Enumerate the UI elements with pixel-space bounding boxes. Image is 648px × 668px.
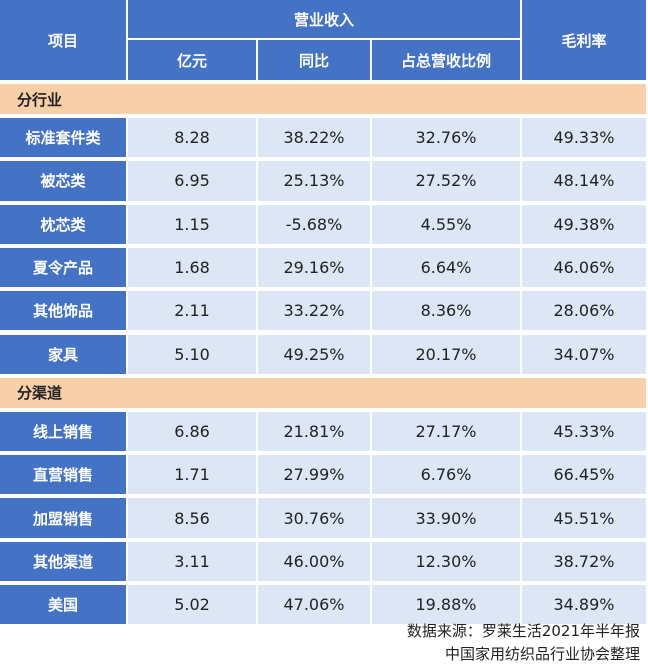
cell-yoy: 46.00% — [258, 541, 370, 581]
cell-revenue: 8.28 — [128, 118, 256, 158]
cell-yoy: 33.22% — [258, 291, 370, 331]
cell-margin: 49.38% — [522, 204, 646, 244]
cell-margin: 46.06% — [522, 247, 646, 288]
cell-share: 33.90% — [372, 498, 520, 538]
row-label: 线上销售 — [0, 411, 126, 452]
cell-yoy: 25.13% — [258, 161, 370, 201]
row-label: 其他饰品 — [0, 291, 126, 331]
cell-revenue: 6.86 — [128, 411, 256, 452]
cell-revenue: 1.68 — [128, 247, 256, 288]
cell-margin: 49.33% — [522, 118, 646, 158]
header-gross-margin: 毛利率 — [522, 0, 646, 80]
cell-yoy: 21.81% — [258, 411, 370, 452]
row-label: 其他渠道 — [0, 541, 126, 581]
cell-share: 4.55% — [372, 204, 520, 244]
cell-share: 6.64% — [372, 247, 520, 288]
cell-revenue: 1.71 — [128, 455, 256, 495]
row-label: 标准套件类 — [0, 118, 126, 158]
cell-margin: 48.14% — [522, 161, 646, 201]
cell-share: 12.30% — [372, 541, 520, 581]
cell-yoy: -5.68% — [258, 204, 370, 244]
cell-revenue: 5.02 — [128, 585, 256, 625]
source-line-2: 中国家用纺织品行业协会整理 — [444, 645, 640, 663]
cell-yoy: 38.22% — [258, 118, 370, 158]
header-item: 项目 — [0, 0, 126, 80]
row-label: 家具 — [0, 334, 126, 374]
header-share: 占总营收比例 — [372, 40, 520, 80]
cell-share: 8.36% — [372, 291, 520, 331]
cell-revenue: 2.11 — [128, 291, 256, 331]
cell-yoy: 30.76% — [258, 498, 370, 538]
row-label: 枕芯类 — [0, 204, 126, 244]
cell-yoy: 29.16% — [258, 247, 370, 288]
cell-revenue: 5.10 — [128, 334, 256, 374]
row-label: 加盟销售 — [0, 498, 126, 538]
cell-margin: 28.06% — [522, 291, 646, 331]
cell-yoy: 47.06% — [258, 585, 370, 625]
cell-share: 6.76% — [372, 455, 520, 495]
cell-margin: 45.51% — [522, 498, 646, 538]
cell-share: 20.17% — [372, 334, 520, 374]
header-revenue-group: 营业收入 — [128, 0, 520, 38]
cell-margin: 34.07% — [522, 334, 646, 374]
cell-revenue: 1.15 — [128, 204, 256, 244]
cell-margin: 38.72% — [522, 541, 646, 581]
cell-margin: 34.89% — [522, 585, 646, 625]
row-label: 夏令产品 — [0, 247, 126, 288]
cell-margin: 66.45% — [522, 455, 646, 495]
header-revenue: 亿元 — [128, 40, 256, 80]
cell-share: 27.52% — [372, 161, 520, 201]
cell-share: 19.88% — [372, 585, 520, 625]
section-title: 分渠道 — [0, 377, 646, 408]
row-label: 直营销售 — [0, 455, 126, 495]
cell-yoy: 27.99% — [258, 455, 370, 495]
cell-share: 27.17% — [372, 411, 520, 452]
source-line-1: 数据来源：罗莱生活2021年半年报 — [406, 622, 640, 640]
section-title: 分行业 — [0, 84, 646, 114]
cell-share: 32.76% — [372, 118, 520, 158]
header-yoy: 同比 — [258, 40, 370, 80]
row-label: 美国 — [0, 585, 126, 625]
cell-revenue: 6.95 — [128, 161, 256, 201]
cell-revenue: 8.56 — [128, 498, 256, 538]
row-label: 被芯类 — [0, 161, 126, 201]
cell-yoy: 49.25% — [258, 334, 370, 374]
cell-revenue: 3.11 — [128, 541, 256, 581]
cell-margin: 45.33% — [522, 411, 646, 452]
data-table: 项目 营业收入 亿元 同比 占总营收比例 毛利率分行业标准套件类 8.28 38.22% 32.… — [0, 0, 648, 625]
